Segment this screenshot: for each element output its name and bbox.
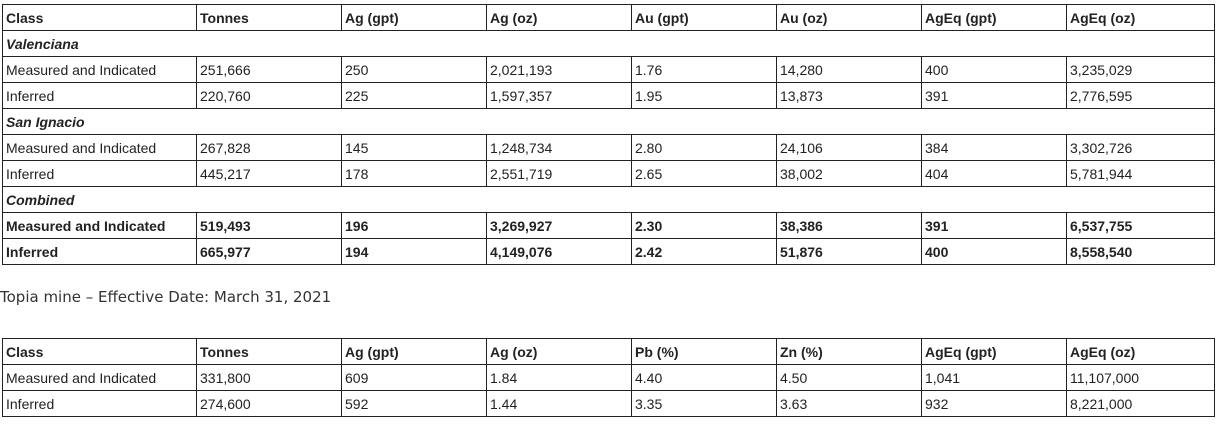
table-cell: Inferred — [2, 82, 197, 109]
table-cell: 2.80 — [631, 134, 777, 161]
mineral-resource-table-topia: Class Tonnes Ag (gpt) Ag (oz) Pb (%) Zn … — [2, 338, 1215, 417]
table-cell: 932 — [921, 390, 1067, 417]
table-cell: 220,760 — [196, 82, 342, 109]
table-cell: 24,106 — [776, 134, 922, 161]
table-row: Measured and Indicated 331,800 609 1.84 … — [2, 364, 1215, 391]
table-cell: 11,107,000 — [1066, 364, 1215, 391]
header-cell: AgEq (gpt) — [921, 4, 1067, 31]
table-cell: 38,386 — [776, 212, 922, 239]
header-cell: AgEq (gpt) — [921, 338, 1067, 365]
table-cell: 1,597,357 — [486, 82, 632, 109]
table-cell: 13,873 — [776, 82, 922, 109]
table-cell: 196 — [341, 212, 487, 239]
table-cell: 4.40 — [631, 364, 777, 391]
table-cell: 274,600 — [196, 390, 342, 417]
table-cell: Inferred — [2, 238, 197, 265]
header-cell: Class — [2, 4, 197, 31]
table-cell: 1.44 — [486, 390, 632, 417]
table-cell: 2,776,595 — [1066, 82, 1215, 109]
group-row-combined: Combined — [2, 186, 1215, 213]
table-cell: 1,248,734 — [486, 134, 632, 161]
header-cell: Pb (%) — [631, 338, 777, 365]
header-cell: Au (oz) — [776, 4, 922, 31]
header-cell: Tonnes — [196, 338, 342, 365]
mineral-resource-table-valenciana-san-ignacio: Class Tonnes Ag (gpt) Ag (oz) Au (gpt) A… — [2, 4, 1215, 265]
table-cell: 8,558,540 — [1066, 238, 1215, 265]
table-cell: 2.65 — [631, 160, 777, 187]
table-row: Inferred 220,760 225 1,597,357 1.95 13,8… — [2, 82, 1215, 109]
table-cell: 2.42 — [631, 238, 777, 265]
table-cell: 3,235,029 — [1066, 56, 1215, 83]
table-cell: 251,666 — [196, 56, 342, 83]
table-cell: 1.76 — [631, 56, 777, 83]
table-cell: Measured and Indicated — [2, 56, 197, 83]
group-row-san-ignacio: San Ignacio — [2, 108, 1215, 135]
header-cell: AgEq (oz) — [1066, 4, 1215, 31]
table-row: Inferred 274,600 592 1.44 3.35 3.63 932 … — [2, 390, 1215, 417]
table-cell: 145 — [341, 134, 487, 161]
table-header-row: Class Tonnes Ag (gpt) Ag (oz) Au (gpt) A… — [2, 4, 1215, 31]
header-cell: Ag (gpt) — [341, 4, 487, 31]
table-row: Measured and Indicated 519,493 196 3,269… — [2, 212, 1215, 239]
header-cell: Zn (%) — [776, 338, 922, 365]
table-cell: 3,269,927 — [486, 212, 632, 239]
table-row: Inferred 445,217 178 2,551,719 2.65 38,0… — [2, 160, 1215, 187]
header-cell: AgEq (oz) — [1066, 338, 1215, 365]
table-cell: 3,302,726 — [1066, 134, 1215, 161]
table-cell: 38,002 — [776, 160, 922, 187]
table-cell: 178 — [341, 160, 487, 187]
table-cell: 400 — [921, 56, 1067, 83]
table-cell: 5,781,944 — [1066, 160, 1215, 187]
table-cell: 4,149,076 — [486, 238, 632, 265]
table-cell: 194 — [341, 238, 487, 265]
header-cell: Ag (oz) — [486, 4, 632, 31]
table-cell: 404 — [921, 160, 1067, 187]
group-label: San Ignacio — [2, 108, 1215, 135]
table-cell: Inferred — [2, 390, 197, 417]
table-cell: 1.84 — [486, 364, 632, 391]
table-cell: 2,021,193 — [486, 56, 632, 83]
table-cell: 267,828 — [196, 134, 342, 161]
table-cell: Measured and Indicated — [2, 364, 197, 391]
table-cell: 2,551,719 — [486, 160, 632, 187]
table-row: Measured and Indicated 251,666 250 2,021… — [2, 56, 1215, 83]
table-caption: Topia mine – Effective Date: March 31, 2… — [0, 288, 332, 306]
header-cell: Tonnes — [196, 4, 342, 31]
table-cell: 592 — [341, 390, 487, 417]
table-cell: 331,800 — [196, 364, 342, 391]
table-row: Measured and Indicated 267,828 145 1,248… — [2, 134, 1215, 161]
table-cell: 445,217 — [196, 160, 342, 187]
table-row: Inferred 665,977 194 4,149,076 2.42 51,8… — [2, 238, 1215, 265]
table-cell: 4.50 — [776, 364, 922, 391]
table-header-row: Class Tonnes Ag (gpt) Ag (oz) Pb (%) Zn … — [2, 338, 1215, 365]
header-cell: Ag (oz) — [486, 338, 632, 365]
group-label: Combined — [2, 186, 1215, 213]
table-cell: 8,221,000 — [1066, 390, 1215, 417]
table-cell: 391 — [921, 212, 1067, 239]
table-cell: 6,537,755 — [1066, 212, 1215, 239]
header-cell: Au (gpt) — [631, 4, 777, 31]
table-cell: 2.30 — [631, 212, 777, 239]
table-cell: 391 — [921, 82, 1067, 109]
table-cell: 14,280 — [776, 56, 922, 83]
table-cell: 609 — [341, 364, 487, 391]
table-cell: 225 — [341, 82, 487, 109]
group-label: Valenciana — [2, 30, 1215, 57]
table-cell: 3.63 — [776, 390, 922, 417]
table-cell: 1,041 — [921, 364, 1067, 391]
header-cell: Class — [2, 338, 197, 365]
table-cell: 3.35 — [631, 390, 777, 417]
table-cell: Inferred — [2, 160, 197, 187]
table-cell: 51,876 — [776, 238, 922, 265]
table-cell: Measured and Indicated — [2, 134, 197, 161]
table-cell: Measured and Indicated — [2, 212, 197, 239]
table-cell: 1.95 — [631, 82, 777, 109]
table-cell: 384 — [921, 134, 1067, 161]
table-cell: 519,493 — [196, 212, 342, 239]
header-cell: Ag (gpt) — [341, 338, 487, 365]
table-cell: 400 — [921, 238, 1067, 265]
table-cell: 250 — [341, 56, 487, 83]
group-row-valenciana: Valenciana — [2, 30, 1215, 57]
table-cell: 665,977 — [196, 238, 342, 265]
